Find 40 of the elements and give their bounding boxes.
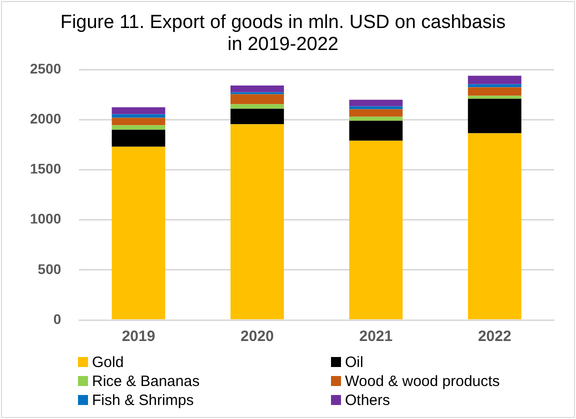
bar (349, 116, 403, 121)
bar (112, 114, 166, 118)
bar (112, 107, 166, 114)
legend-label: Oil (344, 354, 364, 371)
bar (468, 98, 522, 134)
bar (468, 84, 522, 88)
bar (349, 106, 403, 110)
bar (349, 109, 403, 117)
bar (230, 124, 284, 320)
legend-label: Gold (91, 354, 125, 371)
x-tick-label: 2022 (478, 328, 512, 346)
y-tick-label: 2500 (30, 60, 62, 77)
bar (230, 108, 284, 124)
bar (230, 86, 284, 92)
bar (468, 76, 522, 84)
bar (468, 87, 522, 96)
bar (112, 118, 166, 126)
x-tick-label: 2019 (122, 328, 156, 346)
bar (349, 140, 403, 320)
y-tick-label: 500 (38, 260, 62, 277)
bar (468, 96, 522, 99)
bar (349, 100, 403, 106)
y-tick-label: 1000 (30, 210, 62, 227)
y-tick-label: 2000 (30, 110, 62, 127)
bar (112, 130, 166, 147)
legend-label: Others (344, 392, 392, 409)
legend-label: Rice & Bananas (91, 373, 201, 390)
chart-title: Figure 11. Export of goods in mln. USD on cashbasis in 2019-2022 (60, 12, 506, 56)
x-tick-label: 2021 (359, 328, 393, 346)
bar (349, 120, 403, 141)
bar (112, 146, 166, 320)
y-tick-label: 1500 (30, 160, 62, 177)
bar (468, 133, 522, 320)
y-tick-label: 0 (53, 310, 62, 327)
bar (230, 94, 284, 104)
bar (112, 125, 166, 130)
legend-label: Fish & Shrimps (91, 392, 195, 409)
bar (230, 104, 284, 109)
x-tick-label: 2020 (240, 328, 274, 346)
legend-label: Wood & wood products (344, 373, 501, 390)
